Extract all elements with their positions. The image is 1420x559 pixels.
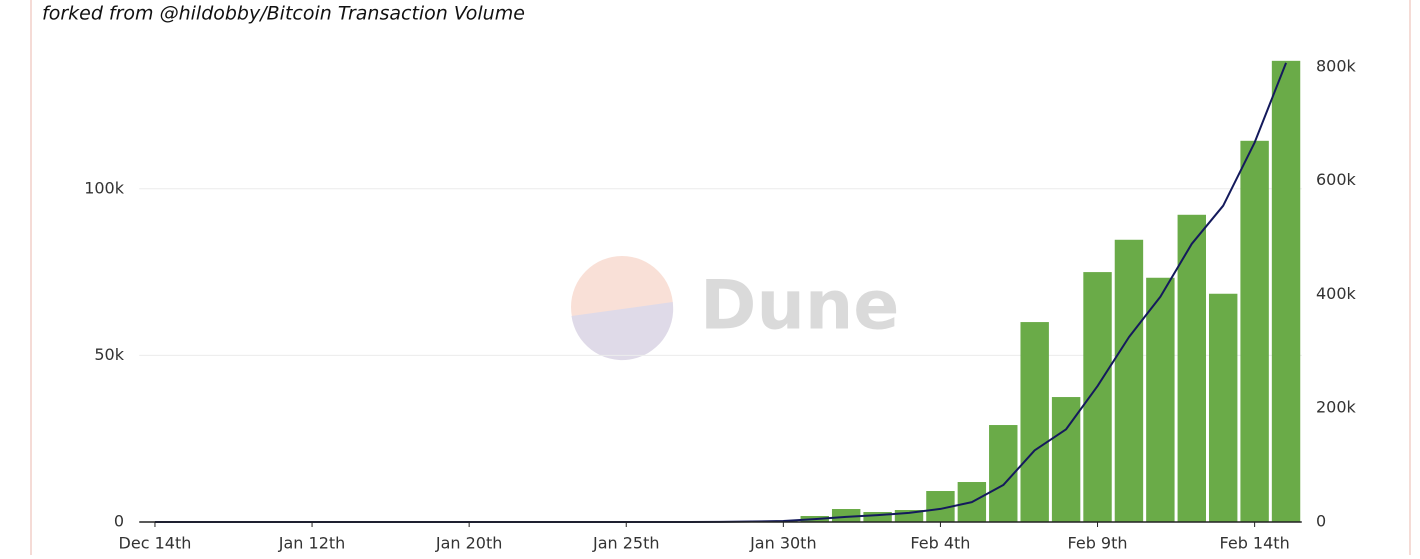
y2-tick-label: 400k [1316,284,1357,303]
bar [1146,278,1174,522]
bar [1020,322,1048,522]
chart-subtitle: forked from @hildobby/Bitcoin Transactio… [42,3,525,25]
bar [1272,61,1300,522]
y2-tick-label: 600k [1316,170,1357,189]
x-tick-label: Feb 14th [1220,534,1290,553]
x-tick-label: Feb 4th [910,534,970,553]
bar [1240,141,1268,522]
y2-tick-label: 0 [1316,512,1326,531]
x-tick-label: Feb 9th [1068,534,1128,553]
bar [1083,272,1111,522]
x-tick-label: Jan 20th [435,534,503,553]
x-tick-label: Jan 25th [592,534,660,553]
x-tick-label: Dec 14th [119,534,192,553]
y2-tick-label: 200k [1316,398,1357,417]
y2-tick-label: 800k [1316,56,1357,75]
watermark: Dune [571,256,899,360]
watermark-text: Dune [700,267,899,346]
bar [1115,240,1143,522]
y-tick-label: 100k [84,178,125,197]
x-tick-label: Jan 12th [278,534,346,553]
y-tick-label: 0 [114,512,124,531]
y-tick-label: 50k [94,345,124,364]
x-tick-label: Jan 30th [749,534,817,553]
bar [1209,294,1237,522]
